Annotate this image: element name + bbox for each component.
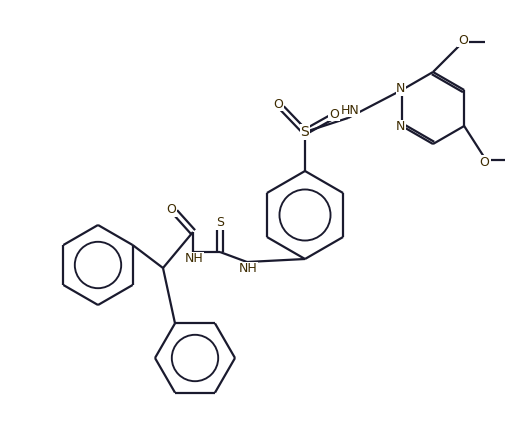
Text: HN: HN (340, 104, 359, 116)
Text: O: O (328, 107, 338, 121)
Text: S: S (216, 216, 224, 230)
Text: N: N (395, 83, 405, 95)
Text: O: O (457, 34, 467, 46)
Text: O: O (166, 204, 176, 216)
Text: NH: NH (184, 253, 203, 265)
Text: NH: NH (238, 262, 257, 276)
Text: S: S (300, 125, 309, 139)
Text: N: N (395, 121, 405, 133)
Text: O: O (478, 155, 488, 169)
Text: O: O (273, 98, 282, 110)
